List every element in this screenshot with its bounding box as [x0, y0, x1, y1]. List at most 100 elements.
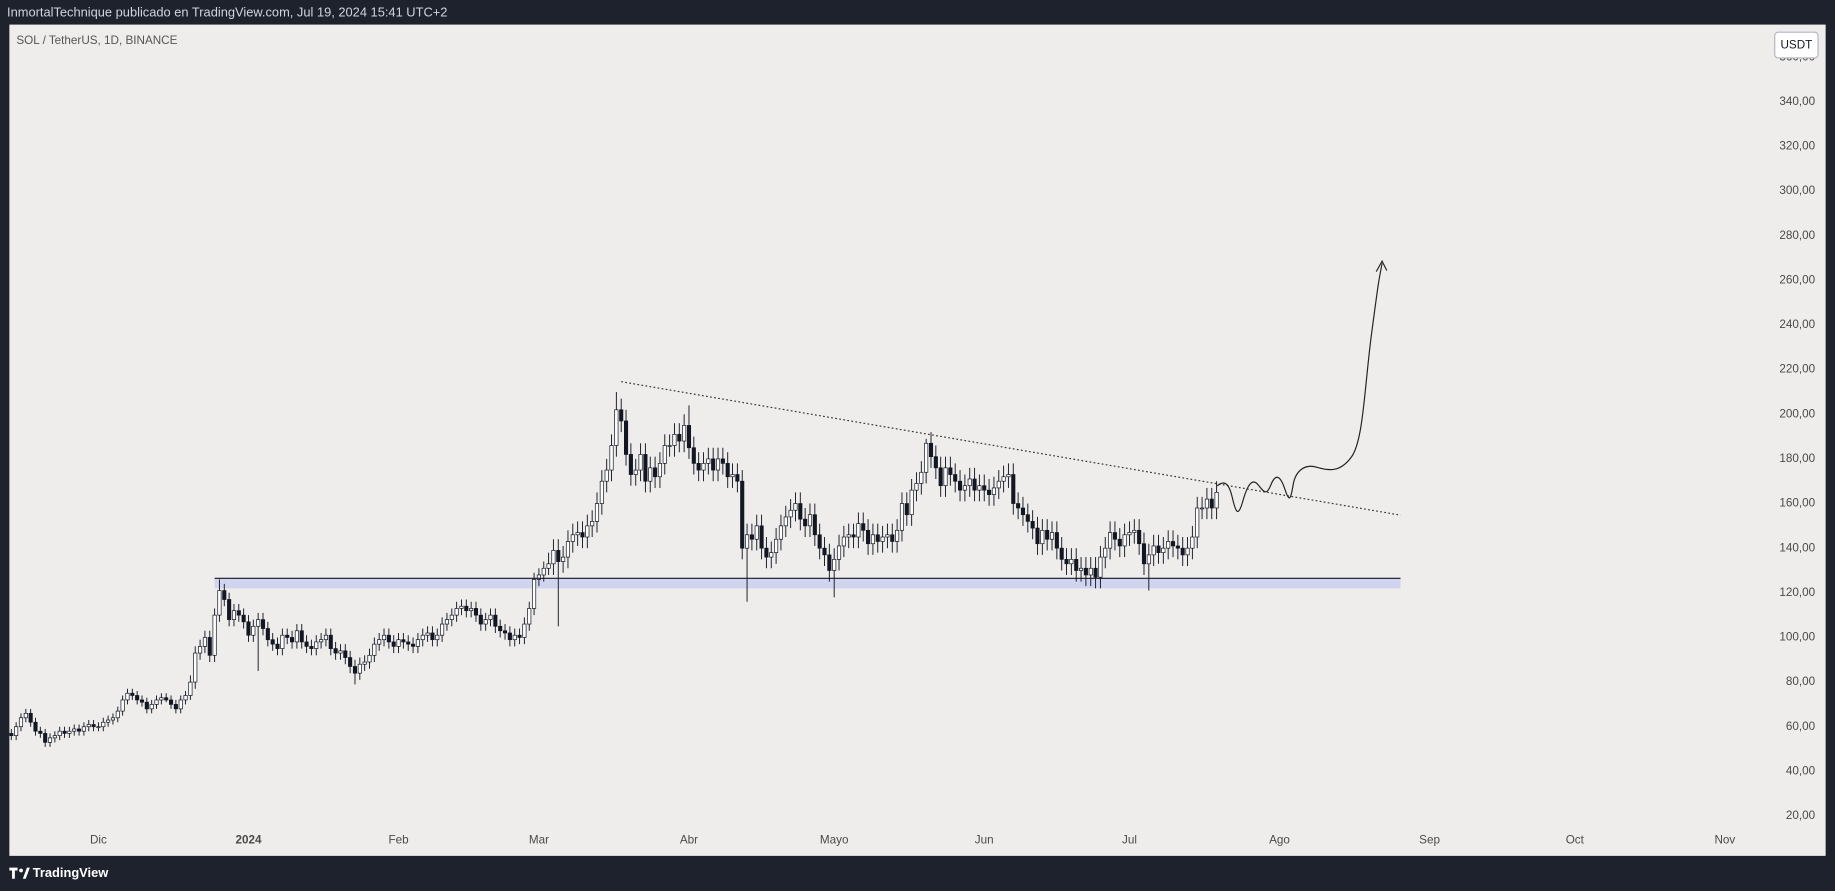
- candle-body: [352, 666, 358, 674]
- candle-body: [735, 474, 740, 482]
- candle-body: [875, 534, 880, 542]
- y-tick-label: 280,00: [1779, 229, 1815, 242]
- candle-body: [890, 534, 895, 542]
- candle-body: [348, 657, 353, 667]
- x-tick-label: Feb: [388, 834, 409, 847]
- candle-body: [594, 503, 600, 522]
- candle-body: [1146, 554, 1151, 565]
- candle-body: [217, 590, 222, 616]
- candle-body: [812, 514, 817, 536]
- candle-body: [1141, 543, 1147, 565]
- candle-body: [9, 733, 14, 737]
- candle-body: [420, 634, 425, 641]
- candle-body: [914, 483, 919, 491]
- candle-body: [1161, 547, 1166, 553]
- candle-body: [1074, 558, 1079, 571]
- candle-body: [570, 534, 575, 542]
- candle-body: [774, 538, 779, 553]
- candle-body: [1045, 529, 1050, 540]
- candle-body: [251, 625, 256, 636]
- candle-body: [604, 469, 609, 482]
- logo-t: [9, 867, 18, 879]
- candle-body: [590, 521, 595, 527]
- candle-body: [57, 730, 62, 737]
- currency-label[interactable]: USDT: [1780, 39, 1812, 52]
- plot-area: [9, 381, 1401, 747]
- candle-body: [135, 695, 140, 701]
- candle-body: [1127, 532, 1132, 536]
- x-tick-label: Ago: [1269, 834, 1290, 847]
- candle-body: [745, 534, 750, 549]
- y-tick-label: 300,00: [1779, 184, 1815, 197]
- candle-body: [1156, 545, 1161, 553]
- candle-body: [469, 608, 474, 612]
- candle-body: [1175, 545, 1180, 549]
- candle-body: [1209, 498, 1214, 509]
- candle-body: [1166, 541, 1171, 549]
- candle-body: [599, 480, 604, 504]
- candle-body: [1103, 547, 1108, 558]
- candle-body: [836, 545, 842, 560]
- candle-body: [1088, 567, 1093, 576]
- candle-body: [149, 704, 154, 710]
- candle-body: [764, 547, 769, 558]
- candle-body: [444, 619, 449, 625]
- candle-body: [1108, 532, 1113, 549]
- candle-body: [1200, 507, 1205, 510]
- candle-body: [546, 563, 551, 569]
- candle-body: [125, 692, 130, 701]
- candle-body: [367, 654, 372, 663]
- candle-body: [28, 712, 33, 723]
- candle-body: [962, 485, 967, 491]
- candle-body: [861, 523, 866, 531]
- candle-body: [154, 699, 159, 705]
- candle-body: [938, 467, 943, 487]
- y-tick-label: 320,00: [1779, 140, 1815, 153]
- candle-body: [406, 641, 411, 645]
- candle-body: [130, 692, 135, 696]
- candle-body: [778, 525, 783, 540]
- candle-body: [730, 474, 735, 478]
- candle-body: [928, 442, 934, 458]
- candle-body: [754, 525, 759, 540]
- candle-body: [841, 536, 846, 547]
- candle-body: [449, 614, 454, 620]
- candle-body: [294, 630, 299, 643]
- candle-body: [817, 534, 822, 549]
- candle-body: [551, 550, 556, 565]
- candle-body: [628, 454, 633, 475]
- currency-box[interactable]: [1774, 31, 1819, 59]
- candle-body: [115, 710, 120, 719]
- candle-body: [440, 623, 445, 636]
- candle-body: [953, 474, 958, 482]
- candle-body: [1204, 498, 1209, 509]
- candle-body: [725, 463, 730, 478]
- y-tick-label: 60,00: [1786, 720, 1816, 733]
- x-tick-label: Mar: [529, 834, 549, 847]
- y-tick-label: 20,00: [1786, 809, 1816, 822]
- candle-body: [91, 724, 96, 728]
- candle-body: [1185, 547, 1190, 556]
- candle-body: [1011, 474, 1016, 504]
- candle-body: [1020, 507, 1026, 516]
- candle-body: [948, 467, 953, 475]
- candle-body: [1001, 476, 1006, 482]
- candle-body: [372, 643, 377, 656]
- candle-body: [227, 599, 232, 620]
- x-tick-label: Mayo: [820, 834, 849, 847]
- candle-body: [803, 518, 808, 527]
- candle-body: [517, 634, 522, 638]
- candle-body: [740, 480, 745, 549]
- candle-body: [425, 632, 430, 636]
- candle-body: [52, 735, 57, 739]
- candle-body: [619, 409, 624, 422]
- candle-body: [362, 661, 367, 665]
- trend-line: [621, 381, 1401, 516]
- candle-body: [1054, 532, 1059, 549]
- x-tick-label: 2024: [235, 834, 261, 847]
- brand-logo: [9, 867, 30, 879]
- candle-body: [454, 608, 459, 616]
- candle-body: [23, 712, 28, 719]
